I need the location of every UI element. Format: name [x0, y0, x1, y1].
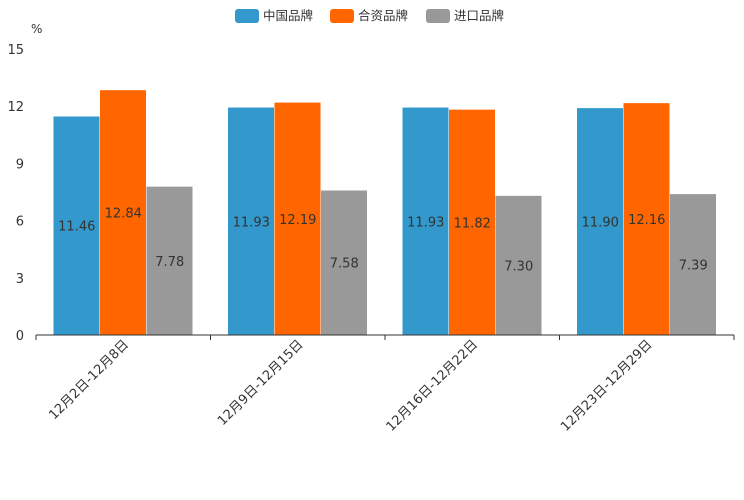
data-label: 11.46 [58, 220, 95, 235]
data-label: 11.93 [233, 215, 270, 230]
data-label: 7.30 [504, 259, 533, 274]
y-tick-label: 12 [7, 100, 24, 115]
data-label: 12.84 [105, 207, 142, 222]
bar-series-2-cat-2[interactable] [274, 102, 321, 335]
y-axis-unit-label: % [31, 22, 42, 36]
data-label: 12.19 [279, 213, 316, 228]
y-tick-label: 9 [16, 157, 24, 172]
bar-series-1-cat-3[interactable] [402, 107, 449, 335]
x-tick-label: 12月9日-12月15日 [215, 337, 307, 429]
bar-series-1-cat-2[interactable] [228, 107, 274, 335]
legend-item-2[interactable]: 合资品牌 [330, 8, 408, 23]
legend-item-3[interactable]: 进口品牌 [426, 8, 504, 23]
bar-group-1: 11.46 12.84 7.78 [53, 90, 193, 336]
data-label: 7.78 [155, 255, 184, 270]
data-label: 12.16 [628, 213, 665, 228]
x-tick-label: 12月23日-12月29日 [558, 337, 655, 434]
y-tick-label: 6 [16, 215, 24, 230]
legend-label: 合资品牌 [358, 8, 408, 23]
bar-series-2-cat-4[interactable] [623, 103, 670, 336]
bar-group-3: 11.93 11.82 7.30 [402, 107, 542, 336]
legend-label: 进口品牌 [454, 8, 504, 23]
y-tick-label: 0 [16, 329, 24, 344]
data-label: 7.58 [330, 257, 359, 272]
bar-series-3-cat-1[interactable] [146, 186, 193, 335]
x-axis: 12月2日-12月8日 12月9日-12月15日 12月16日-12月22日 12月2… [35, 334, 735, 435]
data-label: 7.39 [679, 259, 708, 274]
data-label: 11.82 [454, 216, 491, 231]
bar-series-1-cat-1[interactable] [53, 116, 100, 335]
bar-group-2: 11.93 12.19 7.58 [228, 102, 367, 335]
y-tick-label: 15 [7, 43, 24, 58]
y-tick-label: 3 [16, 272, 24, 287]
bar-group-4: 11.90 12.16 7.39 [577, 103, 716, 336]
x-tick-label: 12月2日-12月8日 [46, 337, 132, 423]
legend-item-1[interactable]: 中国品牌 [235, 8, 313, 23]
bar-series-2-cat-3[interactable] [449, 109, 495, 336]
legend-swatch [235, 9, 259, 23]
y-axis: 0 3 6 9 12 15 [7, 43, 24, 344]
bars-group: 11.46 12.84 7.78 11.93 12.19 7.58 11.93 11.82 7.… [53, 90, 716, 336]
bar-series-3-cat-4[interactable] [670, 194, 716, 335]
bar-series-3-cat-2[interactable] [321, 190, 367, 335]
bar-series-2-cat-1[interactable] [100, 90, 146, 336]
x-tick-label: 12月16日-12月22日 [384, 337, 481, 434]
data-label: 11.93 [407, 215, 444, 230]
data-label: 11.90 [582, 216, 619, 231]
bar-series-1-cat-4[interactable] [577, 108, 623, 336]
legend-swatch [426, 9, 450, 23]
legend-swatch [330, 9, 354, 23]
legend-label: 中国品牌 [263, 8, 313, 23]
bar-series-3-cat-3[interactable] [495, 195, 542, 335]
legend: 中国品牌 合资品牌 进口品牌 [235, 8, 504, 23]
